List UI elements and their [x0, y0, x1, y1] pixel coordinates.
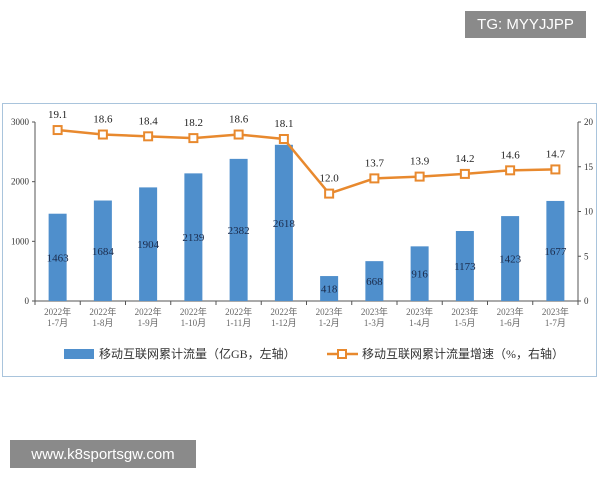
- bar-value-label: 2139: [182, 232, 205, 244]
- bar: [546, 200, 565, 301]
- x-tick-label-year: 2023年: [406, 306, 433, 317]
- bar: [48, 213, 67, 301]
- left-tick-label: 3000: [11, 117, 30, 127]
- line-value-label: 12.0: [320, 173, 340, 185]
- bar-value-label: 2382: [228, 225, 250, 237]
- line-marker: [459, 168, 470, 179]
- x-tick-label-year: 2023年: [451, 306, 478, 317]
- bar-value-label: 1677: [544, 246, 567, 258]
- line-marker: [505, 165, 516, 176]
- bar: [274, 144, 293, 301]
- bar: [93, 200, 112, 301]
- right-tick-label: 5: [584, 251, 589, 261]
- bar-value-label: 668: [366, 276, 383, 288]
- line-marker: [369, 173, 380, 184]
- x-tick-label-month: 1-4月: [409, 318, 430, 328]
- x-tick-label-year: 2022年: [135, 306, 162, 317]
- bar-value-label: 1904: [137, 239, 160, 251]
- line-marker: [52, 125, 63, 136]
- x-tick-label-year: 2022年: [180, 306, 207, 317]
- x-tick-label-year: 2022年: [89, 306, 116, 317]
- line-value-label: 13.9: [410, 156, 430, 168]
- right-tick-label: 0: [584, 296, 589, 306]
- bar-value-label: 1423: [499, 254, 522, 266]
- x-tick-label-year: 2022年: [44, 306, 71, 317]
- x-tick-label-year: 2023年: [542, 306, 569, 317]
- line-marker: [233, 129, 244, 140]
- x-tick-label-year: 2023年: [361, 306, 388, 317]
- bar-value-label: 916: [411, 269, 428, 281]
- bar-value-label: 1463: [47, 252, 70, 264]
- growth-line: [57, 128, 556, 196]
- right-tick-label: 10: [584, 207, 594, 217]
- line-marker: [97, 129, 108, 140]
- x-tick-label-year: 2022年: [225, 306, 252, 317]
- chart-frame: [2, 103, 597, 377]
- watermark-telegram: TG: MYYJJPP: [465, 11, 586, 38]
- line-marker: [324, 188, 335, 199]
- bar: [455, 231, 474, 301]
- x-tick-label-month: 1-3月: [364, 318, 385, 328]
- line-marker: [414, 171, 425, 182]
- x-tick-label-month: 1-10月: [181, 318, 207, 328]
- line-marker: [188, 133, 199, 144]
- line-value-label: 19.1: [48, 109, 67, 121]
- bar-value-label: 2618: [273, 218, 296, 230]
- watermark-website: www.k8sportsgw.com: [10, 440, 196, 468]
- x-tick-label-month: 1-11月: [226, 318, 251, 328]
- x-tick-label-month: 1-2月: [319, 318, 340, 328]
- bar-value-label: 1684: [92, 246, 115, 258]
- right-tick-label: 20: [584, 117, 594, 127]
- x-tick-label-month: 1-7月: [545, 318, 566, 328]
- line-value-label: 18.2: [184, 117, 203, 129]
- x-tick-label-month: 1-9月: [138, 318, 159, 328]
- line-value-label: 14.6: [501, 149, 521, 161]
- line-value-label: 14.2: [455, 153, 474, 165]
- x-tick-label-year: 2023年: [316, 306, 343, 317]
- legend-line-marker: [337, 349, 347, 359]
- line-value-label: 18.6: [93, 114, 113, 126]
- line-value-label: 18.4: [139, 115, 159, 127]
- bar-value-label: 1173: [454, 261, 476, 273]
- bar: [184, 173, 203, 301]
- line-marker: [143, 131, 154, 142]
- bar: [320, 276, 339, 301]
- bar: [501, 216, 520, 301]
- right-tick-label: 15: [584, 162, 594, 172]
- x-tick-label-month: 1-8月: [92, 318, 113, 328]
- line-value-label: 13.7: [365, 157, 385, 169]
- left-tick-label: 2000: [11, 177, 30, 187]
- x-tick-label-month: 1-6月: [500, 318, 521, 328]
- bar: [410, 246, 429, 301]
- x-tick-label-year: 2023年: [497, 306, 524, 317]
- line-marker: [278, 134, 289, 145]
- left-tick-label: 0: [25, 296, 30, 306]
- left-tick-label: 1000: [11, 236, 30, 246]
- line-value-label: 18.1: [274, 118, 293, 130]
- legend-line-label: 移动互联网累计流量增速（%，右轴）: [362, 346, 564, 361]
- legend-bar-swatch: [64, 349, 94, 359]
- bar: [365, 261, 384, 301]
- x-tick-label-month: 1-7月: [47, 318, 68, 328]
- x-tick-label-year: 2022年: [270, 306, 297, 317]
- line-value-label: 18.6: [229, 114, 249, 126]
- x-tick-label-month: 1-5月: [454, 318, 475, 328]
- bar: [139, 187, 158, 301]
- x-tick-label-month: 1-12月: [271, 318, 297, 328]
- bar-value-label: 418: [321, 284, 338, 296]
- bar: [229, 158, 248, 301]
- line-marker: [550, 164, 561, 175]
- legend-bar-label: 移动互联网累计流量（亿GB，左轴）: [99, 346, 296, 361]
- line-value-label: 14.7: [546, 148, 566, 160]
